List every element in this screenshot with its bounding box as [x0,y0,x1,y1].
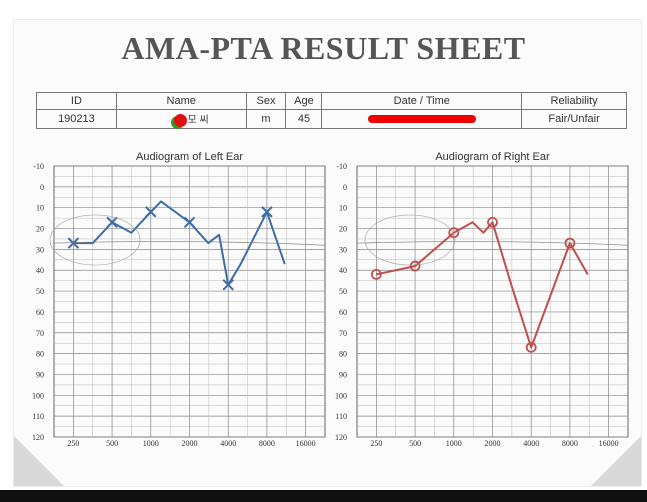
right-ear-audiogram: Audiogram of Right Ear -10 0 10 20 30 40 50 60 70… [335,151,629,448]
left-x-tick-label: 2000 [182,439,198,448]
date-time-value [321,109,523,129]
page-title: AMA-PTA RESULT SHEET [121,30,526,66]
left-y-tick-label: 10 [36,204,44,213]
left-y-tick-label: 60 [36,308,44,317]
right-x-tick-label: 250 [370,439,382,448]
right-y-tick-label: 120 [335,433,347,442]
left-x-tick-label: 8000 [259,439,275,448]
right-y-tick-label: 20 [339,225,347,234]
id-value: 190213 [36,109,117,129]
left-x-tick-label: 16000 [296,439,316,448]
right-data-point-o [448,227,460,239]
left-x-tick-label: 250 [67,439,79,448]
left-data-point-x [261,206,273,218]
right-y-tick-label: 80 [339,350,347,359]
sex-value: m [245,109,287,129]
right-y-tick-label: 90 [339,370,347,379]
patient-info-table: ID Name Sex Age Date / Time Reliability … [36,92,627,129]
right-y-tick-label: 0 [343,183,347,192]
right-x-tick-label: 8000 [562,439,578,448]
left-y-tick-label: 20 [36,225,44,234]
left-y-tick-label: 80 [36,350,44,359]
date-redaction-mark [367,115,476,124]
age-header: Age [285,92,323,110]
date-time-header: Date / Time [321,92,523,110]
left-y-tick-label: 50 [36,287,44,296]
left-x-tick-label: 500 [106,439,118,448]
left-y-tick-label: 70 [36,329,44,338]
left-series-line [73,200,286,286]
left-y-tick-label: 30 [36,245,44,254]
info-value-row: 190213 송 모 씨 m 45 Fair/Unfair [36,109,627,129]
left-y-tick-label: 100 [32,391,44,400]
left-data-point-x [222,279,234,291]
right-series-line [376,221,589,349]
left-data-point-x [183,216,196,228]
left-y-tick-label: -10 [33,162,44,171]
left-chart-title: Audiogram of Left Ear [136,151,243,163]
photo-corner-bottom-left [14,436,64,486]
right-y-tick-label: 10 [339,204,347,213]
name-redaction-mark [173,113,187,127]
left-pencil-stroke [53,241,326,246]
right-x-tick-label: 500 [409,439,421,448]
left-x-tick-label: 1000 [143,439,159,448]
right-y-tick-label: 40 [339,266,347,275]
left-ear-audiogram: Audiogram of Left Ear -10 0 10 20 30 40 50 60 70 8… [32,151,326,448]
left-y-tick-label: 90 [36,370,44,379]
right-pencil-stroke [356,241,629,246]
right-chart-title: Audiogram of Right Ear [435,151,550,163]
name-value: 송 모 씨 [115,109,247,129]
right-pencil-scribble [364,214,456,266]
left-data-point-x [145,206,157,218]
right-x-tick-label: 1000 [446,439,462,448]
right-data-point-o [370,268,382,280]
right-y-tick-label: -10 [336,162,347,171]
left-data-point-x [67,237,80,249]
photo-corner-bottom-right [591,436,641,486]
left-y-tick-label: 110 [32,412,44,421]
reliability-value: Fair/Unfair [521,109,627,129]
right-y-tick-label: 60 [339,308,347,317]
right-y-tick-label: 100 [335,391,347,400]
right-data-point-o [487,216,498,228]
right-data-point-o [525,341,537,353]
left-y-tick-label: 120 [32,433,44,442]
left-data-point-x [106,216,118,228]
right-x-tick-label: 2000 [485,439,501,448]
left-x-tick-label: 4000 [220,439,236,448]
right-y-tick-label: 30 [339,245,347,254]
right-x-tick-label: 4000 [523,439,539,448]
left-y-tick-label: 0 [40,183,44,192]
right-x-tick-label: 16000 [599,439,619,448]
name-text: 송 모 씨 [175,115,209,127]
right-data-point-o [409,260,421,272]
right-y-tick-label: 50 [339,287,347,296]
right-y-tick-label: 70 [339,329,347,338]
left-y-tick-label: 40 [36,266,44,275]
bottom-dark-bar [0,490,647,502]
left-pencil-scribble [49,214,141,266]
right-y-tick-label: 110 [335,412,347,421]
